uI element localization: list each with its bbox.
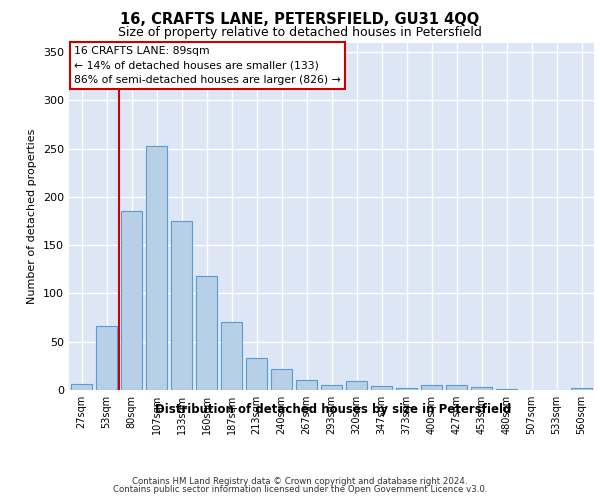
Bar bbox=[171, 221, 192, 390]
Bar bbox=[196, 276, 217, 390]
Text: 16, CRAFTS LANE, PETERSFIELD, GU31 4QQ: 16, CRAFTS LANE, PETERSFIELD, GU31 4QQ bbox=[121, 12, 479, 28]
Text: 16 CRAFTS LANE: 89sqm
← 14% of detached houses are smaller (133)
86% of semi-det: 16 CRAFTS LANE: 89sqm ← 14% of detached … bbox=[74, 46, 341, 85]
Bar bbox=[471, 387, 492, 390]
Bar bbox=[296, 380, 317, 390]
Bar bbox=[271, 369, 292, 390]
Bar bbox=[421, 385, 442, 390]
Y-axis label: Number of detached properties: Number of detached properties bbox=[28, 128, 37, 304]
Bar bbox=[71, 384, 92, 390]
Bar bbox=[496, 389, 517, 390]
Bar bbox=[321, 385, 342, 390]
Bar bbox=[146, 146, 167, 390]
Bar bbox=[346, 382, 367, 390]
Bar bbox=[371, 386, 392, 390]
Bar bbox=[121, 212, 142, 390]
Text: Contains HM Land Registry data © Crown copyright and database right 2024.: Contains HM Land Registry data © Crown c… bbox=[132, 477, 468, 486]
Text: Contains public sector information licensed under the Open Government Licence v3: Contains public sector information licen… bbox=[113, 485, 487, 494]
Bar bbox=[571, 388, 592, 390]
Bar bbox=[221, 322, 242, 390]
Bar bbox=[246, 358, 267, 390]
Bar bbox=[396, 388, 417, 390]
Bar bbox=[446, 385, 467, 390]
Text: Size of property relative to detached houses in Petersfield: Size of property relative to detached ho… bbox=[118, 26, 482, 39]
Bar bbox=[96, 326, 117, 390]
Text: Distribution of detached houses by size in Petersfield: Distribution of detached houses by size … bbox=[155, 402, 511, 415]
